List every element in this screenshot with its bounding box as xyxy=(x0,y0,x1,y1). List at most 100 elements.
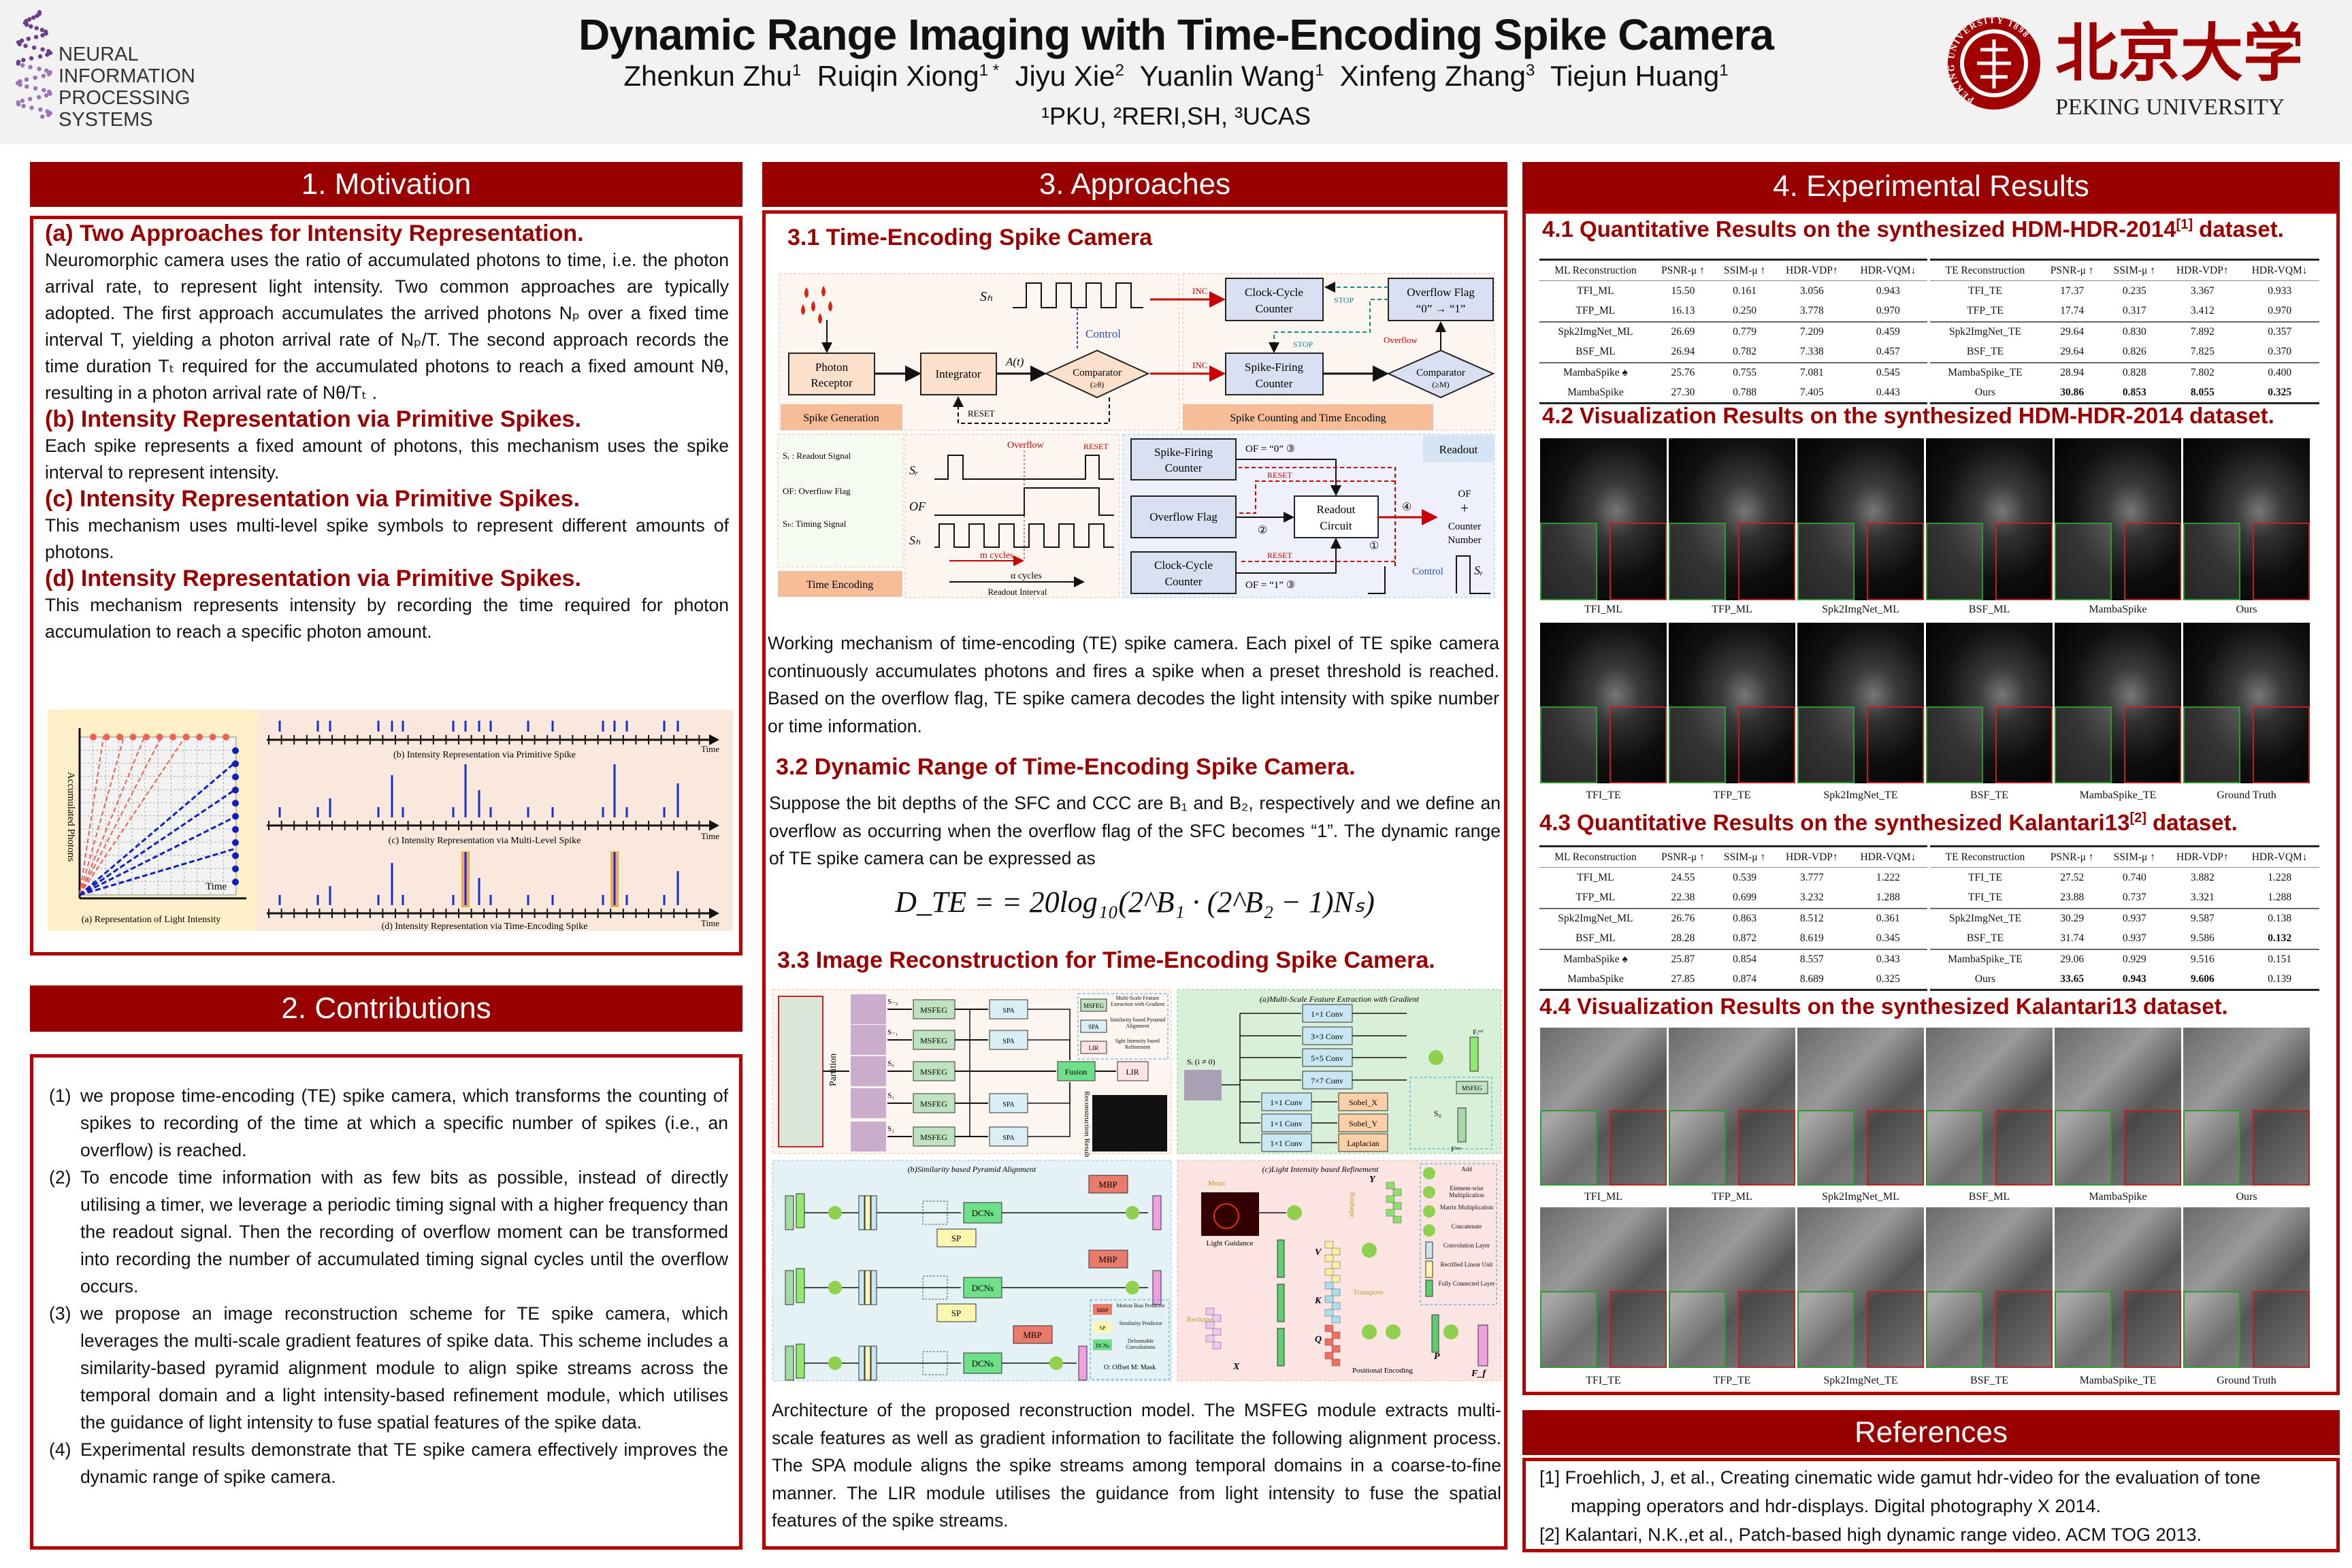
zoom-inset xyxy=(1995,1109,2053,1186)
conv-block xyxy=(1302,1026,1353,1045)
logo-dot xyxy=(48,91,52,96)
legend-description: Deformable Convolutions xyxy=(1126,1338,1156,1350)
zoom-inset xyxy=(1926,1290,1983,1368)
result-image xyxy=(2183,623,2310,783)
threshold-dot xyxy=(143,734,150,740)
metric-cell: 27.52 xyxy=(2060,871,2085,883)
metric-cell: 3.232 xyxy=(1799,892,1824,903)
author: Tiejun Huang1 xyxy=(1550,60,1729,92)
svg-text:7×7 Conv: 7×7 Conv xyxy=(1311,1076,1343,1085)
dynamic-range-formula: D_TE = = 20log₁₀(2^B₁ · (2^B₂ − 1)Nₛ) xyxy=(895,885,1375,919)
image-caption: Ours xyxy=(2236,604,2257,615)
time-dot xyxy=(232,839,239,847)
aligned-feature xyxy=(1152,1195,1162,1230)
table-row: MambaSpike ♠ 25.87 0.854 8.557 0.343 xyxy=(1539,948,1927,970)
metric-cell: 28.28 xyxy=(1671,932,1695,944)
section-header-approaches: 3. Approaches xyxy=(762,162,1507,207)
threshold-dot xyxy=(156,734,163,740)
spike-cube xyxy=(851,1025,886,1055)
svg-text:DCNs: DCNs xyxy=(972,1358,994,1369)
zoom-inset xyxy=(2055,1290,2112,1368)
svg-text:MSFEG: MSFEG xyxy=(1462,1085,1483,1092)
logo-dot xyxy=(33,35,39,39)
gradient-operator-block xyxy=(1338,1113,1388,1132)
zoom-inset xyxy=(2124,1290,2181,1368)
sp-block xyxy=(936,1303,977,1322)
svg-text:Overflow: Overflow xyxy=(1384,335,1418,345)
method-cell: Ours xyxy=(1930,382,2040,404)
metric-cell: 0.361 xyxy=(1848,907,1927,929)
metric-cell: 0.929 xyxy=(2104,948,2166,970)
spa-block xyxy=(989,1126,1028,1147)
spa-block xyxy=(989,1030,1028,1050)
metric-cell: 22.38 xyxy=(1671,892,1695,903)
method-cell: BSF_TE xyxy=(1966,346,2004,357)
result-image xyxy=(1540,1028,1667,1186)
metric-cell: 0.737 xyxy=(2122,892,2146,903)
zoom-inset xyxy=(2253,522,2310,600)
svg-text:Counter: Counter xyxy=(1165,461,1203,474)
neurips-dots-icon xyxy=(15,10,53,119)
svg-text:Sᵣ: Sᵣ xyxy=(1474,564,1483,577)
metric-cell: 0.937 xyxy=(2122,932,2146,944)
legend-icon xyxy=(1423,1224,1435,1237)
subheading: (c) Intensity Representation via Primiti… xyxy=(45,486,581,512)
author: Jiyu Xie2 xyxy=(1015,60,1124,92)
axis-time-label: Time xyxy=(206,881,227,892)
legend-icon xyxy=(1423,1186,1435,1198)
metric-cell: 0.970 xyxy=(2268,305,2292,316)
timing-signal xyxy=(934,523,1114,548)
subheading: (b) Intensity Representation via Primiti… xyxy=(45,406,581,432)
panel-b-caption: (b) Intensity Representation via Primiti… xyxy=(393,750,576,760)
result-image xyxy=(1797,1028,1924,1186)
svg-text:Receptor: Receptor xyxy=(811,376,853,389)
svg-text:Laplacian: Laplacian xyxy=(1347,1139,1379,1148)
svg-text:MBP: MBP xyxy=(1098,1179,1117,1190)
table-row: MambaSpike_TE 28.94 0.828 7.802 0.400 xyxy=(1930,361,2319,383)
metric-cell: 7.081 xyxy=(1775,361,1849,383)
image-caption: Ours xyxy=(2236,1191,2257,1203)
clock-cycle-counter-box xyxy=(1225,278,1324,321)
contribution-item: (1) we propose time-encoding (TE) spike c… xyxy=(49,1085,728,1160)
image-caption: TFP_ML xyxy=(1712,604,1752,615)
time-encoding-label: Time Encoding xyxy=(806,579,874,591)
caption-row: TFI_TE TFP_TE Spk2ImgNet_TE BSF_TE MambaSpik… xyxy=(1540,1375,2310,1387)
table-row: TFI_ML 15.50 0.161 3.056 0.943 xyxy=(1539,281,1927,301)
paragraph: This mechanism represents intensity by r… xyxy=(45,595,729,642)
method-cell: MambaSpike ♠ xyxy=(1539,361,1652,383)
subheading-4-1: 4.1 Quantitative Results on the synthesi… xyxy=(1542,216,2284,242)
time-dot xyxy=(232,826,239,833)
spike-cube xyxy=(851,1122,886,1152)
table-row: BSF_TE 29.64 0.826 7.825 0.370 xyxy=(1930,342,2319,363)
dcns-block xyxy=(963,1202,1002,1224)
legend-icon xyxy=(1425,1279,1433,1297)
metric-cell: 0.139 xyxy=(2240,969,2319,991)
zoom-inset xyxy=(1610,706,1667,783)
svg-text:Integrator: Integrator xyxy=(935,368,981,380)
svg-text:Sobel_Y: Sobel_Y xyxy=(1349,1119,1377,1128)
method-cell: Spk2ImgNet_TE xyxy=(1930,907,2040,929)
metric-cell: 0.325 xyxy=(2240,382,2319,404)
subheading-3-2: 3.2 Dynamic Range of Time-Encoding Spike… xyxy=(776,754,1356,780)
caption-row: TFI_TE TFP_TE Spk2ImgNet_TE BSF_TE MambaSpik… xyxy=(1540,789,2310,802)
metric-cell: 33.65 xyxy=(2040,969,2104,991)
table-row: TFI_TE 17.37 0.235 3.367 0.933 xyxy=(1930,281,2319,301)
metric-cell: 0.755 xyxy=(1714,361,1776,383)
conv-block xyxy=(1302,1071,1353,1090)
image-caption: TFI_TE xyxy=(1586,1375,1621,1386)
svg-text:(b)Similarity based Pyramid Al: (b)Similarity based Pyramid Alignment xyxy=(908,1164,1036,1174)
logo-dot xyxy=(36,95,42,99)
dcns-block xyxy=(963,1352,1002,1374)
zoom-inset xyxy=(1926,706,1983,783)
logo-dot xyxy=(29,24,33,29)
svg-text:INC: INC xyxy=(1192,286,1207,296)
contribution-item: (2) To encode time information with as fe… xyxy=(49,1167,728,1296)
threshold-dot xyxy=(169,734,176,740)
svg-text:Photon: Photon xyxy=(815,361,849,374)
zoom-inset xyxy=(1540,1290,1597,1368)
image-row xyxy=(1540,1207,2310,1368)
metric-cell: 0.400 xyxy=(2240,361,2319,383)
zoom-inset xyxy=(1669,522,1726,600)
pku-name: PEKING UNIVERSITY xyxy=(2055,95,2285,120)
svg-text:RESET: RESET xyxy=(968,408,995,419)
